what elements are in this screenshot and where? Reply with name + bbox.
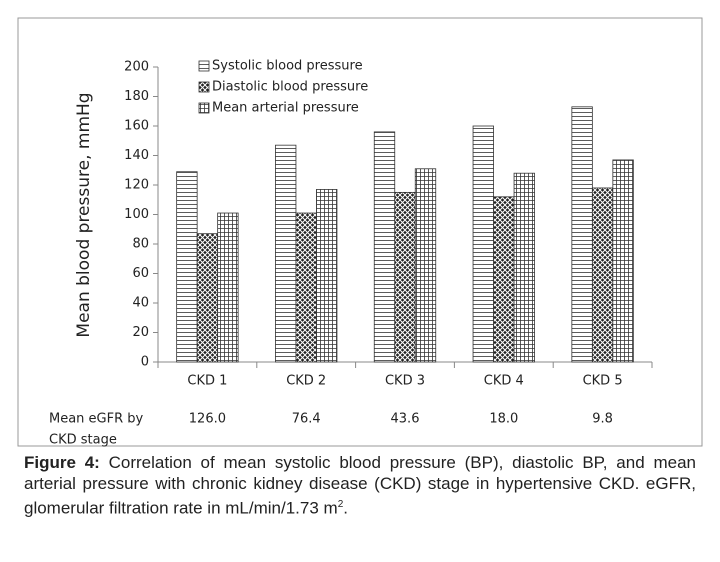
- y-tick-label: 160: [124, 119, 149, 134]
- bar: [571, 106, 593, 363]
- y-axis-title: Mean blood pressure, mmHg: [74, 92, 94, 337]
- x-tick-label: CKD 1: [187, 374, 227, 389]
- caption-end: .: [343, 498, 348, 518]
- frame: [17, 17, 703, 447]
- caption-text: Correlation of mean systolic blood press…: [24, 453, 696, 518]
- bar: [295, 212, 317, 363]
- bar: [472, 125, 494, 363]
- y-tick-label: 180: [124, 89, 149, 104]
- egfr-value: 43.6: [391, 412, 420, 427]
- bar: [316, 189, 338, 363]
- x-tick-label: CKD 4: [484, 374, 524, 389]
- caption-superscript: 2: [337, 499, 344, 510]
- y-tick-label: 20: [132, 325, 149, 340]
- y-tick-label: 40: [132, 296, 149, 311]
- caption: Figure 4: Correlation of mean systolic b…: [24, 452, 696, 519]
- bar: [591, 187, 614, 363]
- legend-label: Systolic blood pressure: [212, 59, 363, 74]
- bar: [275, 144, 297, 363]
- legend-label: Mean arterial pressure: [212, 101, 359, 116]
- bar: [217, 212, 239, 363]
- legend-swatch: [198, 102, 210, 114]
- egfr-label: Mean eGFR by: [49, 412, 144, 427]
- legend-label: Diastolic blood pressure: [212, 80, 368, 95]
- y-tick-label: 80: [132, 237, 149, 252]
- bar: [176, 171, 198, 363]
- caption-label: Figure 4:: [24, 453, 100, 472]
- egfr-value: 18.0: [489, 412, 518, 427]
- legend-swatch: [198, 60, 210, 72]
- bar: [414, 168, 437, 363]
- bar: [394, 191, 416, 363]
- egfr-value: 9.8: [592, 412, 613, 427]
- y-tick-label: 200: [124, 60, 149, 75]
- x-tick-label: CKD 2: [286, 374, 326, 389]
- bar: [612, 159, 634, 363]
- bar: [513, 172, 535, 363]
- egfr-value: 126.0: [189, 412, 226, 427]
- y-tick-label: 120: [124, 178, 149, 193]
- bar: [373, 131, 396, 363]
- egfr-label: CKD stage: [49, 433, 117, 448]
- chart: Mean blood pressure, mmHg 0 20 40 60 80 100 12…: [17, 17, 703, 448]
- y-tick-label: 0: [141, 355, 149, 370]
- bar: [493, 196, 515, 363]
- y-tick-label: 140: [124, 148, 149, 163]
- egfr-value: 76.4: [292, 412, 321, 427]
- y-tick-label: 60: [132, 266, 149, 281]
- bar: [196, 233, 219, 363]
- y-tick-label: 100: [124, 207, 149, 222]
- x-tick-label: CKD 5: [583, 374, 623, 389]
- x-tick-label: CKD 3: [385, 374, 425, 389]
- legend-swatch: [198, 81, 210, 93]
